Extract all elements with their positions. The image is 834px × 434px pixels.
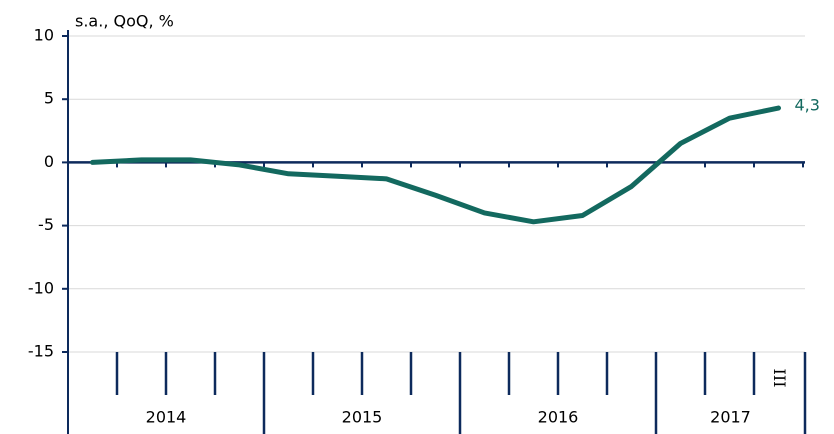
y-tick-label: 0 [44,152,54,171]
year-label: 2017 [710,408,751,427]
y-axis-label: s.a., QoQ, % [75,12,174,31]
year-label: 2015 [342,408,383,427]
y-tick-label: 10 [34,26,54,45]
year-label: 2014 [146,408,187,427]
y-tick-label: 5 [44,89,54,108]
y-tick-label: -5 [38,215,54,234]
x-tick-label: III [770,369,789,388]
year-label: 2016 [538,408,579,427]
data-label: 4,3 [795,96,820,115]
y-tick-label: -10 [28,278,54,297]
line-series [90,105,781,225]
y-tick-label: -15 [28,342,54,361]
